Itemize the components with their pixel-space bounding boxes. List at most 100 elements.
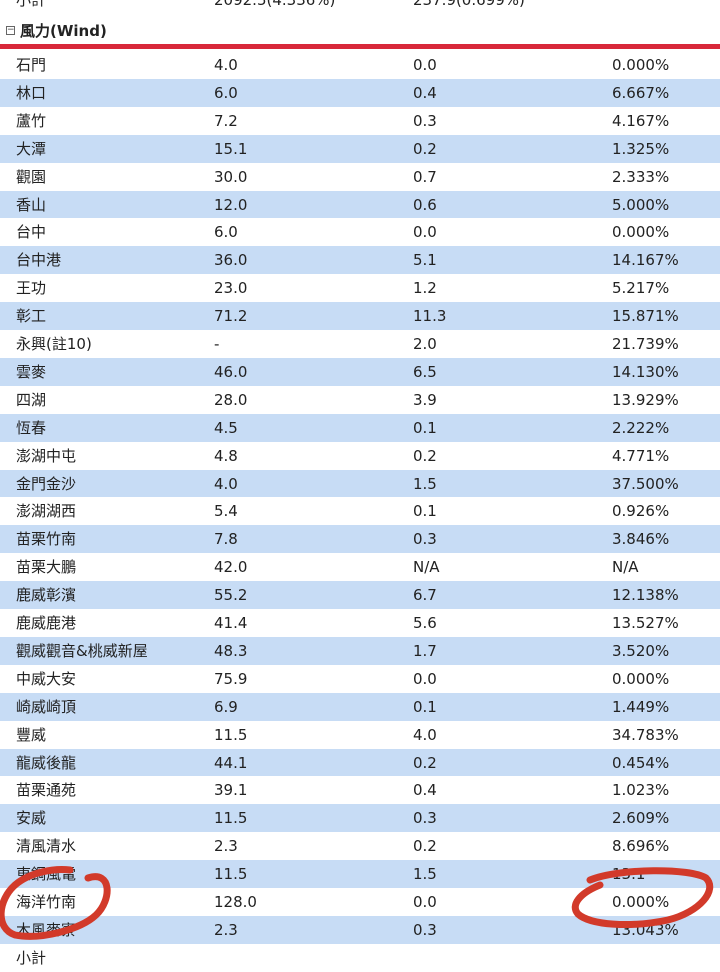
ratio-cell: 3.520% (612, 641, 670, 660)
ratio-cell: 1.325% (612, 139, 670, 158)
table-row: 王功 23.0 1.2 5.217% (0, 274, 720, 303)
ratio-cell: 6.667% (612, 83, 670, 102)
table-row: 東鋼風電 11.5 1.5 13.1 (0, 860, 720, 889)
ratio-cell: 1.023% (612, 781, 670, 800)
table-row: 林口 6.0 0.4 6.667% (0, 78, 720, 107)
ratio-cell: 0.454% (612, 753, 670, 772)
station-name: 澎湖中屯 (16, 446, 77, 465)
table-row: 台中港 36.0 5.1 14.167% (0, 246, 720, 275)
capacity-cell: 5.4 (214, 502, 238, 521)
station-name: 苗栗竹南 (16, 530, 77, 549)
capacity-cell: 36.0 (214, 251, 248, 270)
station-name: 中威大安 (16, 669, 77, 688)
ratio-cell: N/A (612, 558, 639, 577)
subtotal-capacity: 2092.5(4.336%) (214, 0, 336, 9)
generation-cell: 0.2 (413, 446, 437, 465)
station-name: 苗栗大鵬 (16, 558, 77, 577)
capacity-cell: 128.0 (214, 893, 257, 911)
capacity-cell: 48.3 (214, 641, 248, 660)
subtotal-generation: 237.9(0.699%) (413, 0, 525, 9)
subtotal-row: 小計 2092.5(4.336%) 237.9(0.699%) (0, 0, 720, 14)
generation-cell: 1.2 (413, 279, 437, 298)
station-name: 觀威觀音&桃威新屋 (16, 641, 148, 660)
table-row: 小計 (0, 943, 720, 972)
capacity-cell: 55.2 (214, 586, 248, 605)
ratio-cell: 3.846% (612, 530, 670, 549)
capacity-cell: 11.5 (214, 865, 248, 884)
generation-cell: 5.6 (413, 614, 437, 632)
generation-cell: 4.0 (413, 725, 437, 744)
capacity-cell: 4.0 (214, 474, 238, 493)
station-name: 東鋼風電 (16, 865, 77, 884)
capacity-cell: 28.0 (214, 390, 248, 409)
table-row: 苗栗通苑 39.1 0.4 1.023% (0, 776, 720, 805)
ratio-cell: 2.222% (612, 418, 670, 437)
ratio-cell: 1.449% (612, 697, 670, 716)
subtotal-label: 小計 (16, 0, 47, 9)
wind-section-header[interactable]: − 風力(Wind) (0, 17, 720, 44)
station-name: 永興(註10) (16, 335, 92, 353)
station-name: 小計 (16, 948, 47, 967)
generation-cell: 0.3 (413, 111, 437, 130)
ratio-cell: 5.000% (612, 195, 670, 214)
generation-cell: 2.0 (413, 335, 437, 353)
generation-cell: 0.0 (413, 669, 437, 688)
collapse-toggle-icon[interactable]: − (6, 25, 15, 35)
ratio-cell: 4.167% (612, 111, 670, 130)
table-row: 觀威觀音&桃威新屋 48.3 1.7 3.520% (0, 636, 720, 665)
ratio-cell: 13.1 (612, 865, 646, 884)
capacity-cell: 42.0 (214, 558, 248, 577)
ratio-cell: 4.771% (612, 446, 670, 465)
ratio-cell: 5.217% (612, 279, 670, 298)
station-name: 彰工 (16, 307, 47, 326)
station-name: 蘆竹 (16, 111, 47, 130)
station-name: 清風清水 (16, 837, 77, 856)
capacity-cell: 6.9 (214, 697, 238, 716)
generation-cell: 0.4 (413, 83, 437, 102)
capacity-cell: 75.9 (214, 669, 248, 688)
table-row: 豐威 11.5 4.0 34.783% (0, 720, 720, 749)
station-name: 香山 (16, 195, 47, 214)
ratio-cell: 14.167% (612, 251, 679, 270)
capacity-cell: 6.0 (214, 83, 238, 102)
capacity-cell: 30.0 (214, 167, 248, 186)
ratio-cell: 37.500% (612, 474, 679, 493)
capacity-cell: 7.8 (214, 530, 238, 549)
generation-cell: 1.7 (413, 641, 437, 660)
table-row: 鹿威鹿港 41.4 5.6 13.527% (0, 609, 720, 637)
station-name: 海洋竹南 (16, 893, 77, 911)
station-name: 四湖 (16, 390, 47, 409)
ratio-cell: 12.138% (612, 586, 679, 605)
table-row: 清風清水 2.3 0.2 8.696% (0, 832, 720, 861)
ratio-cell: 8.696% (612, 837, 670, 856)
table-row: 苗栗竹南 7.8 0.3 3.846% (0, 525, 720, 554)
ratio-cell: 0.926% (612, 502, 670, 521)
table-row: 四湖 28.0 3.9 13.929% (0, 385, 720, 414)
ratio-cell: 13.527% (612, 614, 679, 632)
generation-cell: 0.1 (413, 418, 437, 437)
station-name: 台中港 (16, 251, 62, 270)
station-name: 金門金沙 (16, 474, 77, 493)
generation-cell: 0.1 (413, 502, 437, 521)
station-name: 觀園 (16, 167, 47, 186)
ratio-cell: 0.000% (612, 893, 670, 911)
station-name: 龍威後龍 (16, 753, 77, 772)
generation-cell: 0.7 (413, 167, 437, 186)
station-name: 鹿威鹿港 (16, 614, 77, 632)
capacity-cell: 11.5 (214, 725, 248, 744)
generation-cell: 0.3 (413, 809, 437, 828)
generation-cell: 0.3 (413, 920, 437, 939)
table-row: 苗栗大鵬 42.0 N/A N/A (0, 553, 720, 582)
generation-cell: 0.0 (413, 56, 437, 74)
capacity-cell: 71.2 (214, 307, 248, 326)
station-name: 王功 (16, 279, 47, 298)
capacity-cell: 23.0 (214, 279, 248, 298)
station-name: 澎湖湖西 (16, 502, 77, 521)
ratio-cell: 13.929% (612, 390, 679, 409)
generation-cell: N/A (413, 558, 440, 577)
table-row: 澎湖湖西 5.4 0.1 0.926% (0, 497, 720, 526)
capacity-cell: 7.2 (214, 111, 238, 130)
generation-cell: 1.5 (413, 474, 437, 493)
ratio-cell: 2.333% (612, 167, 670, 186)
capacity-cell: 41.4 (214, 614, 248, 632)
